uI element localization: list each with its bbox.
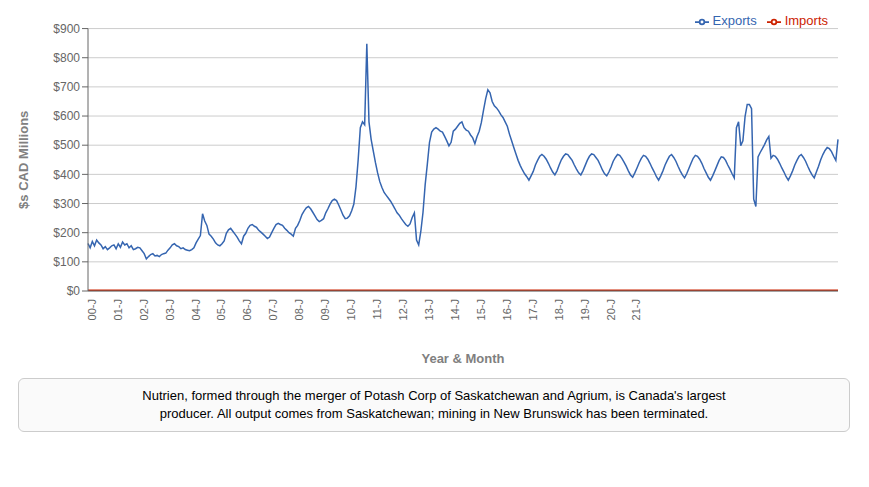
svg-text:10-J: 10-J [345, 299, 357, 320]
html-text:Nutrien, formed through the me: Nutrien, formed through the merger of Po… [142, 388, 726, 421]
svg-text:12-J: 12-J [397, 299, 409, 320]
svg-text:09-J: 09-J [319, 299, 331, 320]
svg-text:15-J: 15-J [475, 299, 487, 320]
svg-text:02-J: 02-J [138, 299, 150, 320]
svg-text:19-J: 19-J [579, 299, 591, 320]
svg-text:13-J: 13-J [423, 299, 435, 320]
svg-text:16-J: 16-J [501, 299, 513, 320]
svg-text:Year & Month: Year & Month [421, 351, 504, 366]
svg-text:$200: $200 [53, 226, 80, 240]
html-text:Imports: Imports [784, 13, 828, 28]
svg-text:07-J: 07-J [267, 299, 279, 320]
svg-text:$s CAD Millions: $s CAD Millions [16, 111, 31, 209]
svg-text:05-J: 05-J [215, 299, 227, 320]
svg-text:21-J: 21-J [630, 299, 642, 320]
html-text:Exports: Exports [712, 13, 757, 28]
svg-text:$600: $600 [53, 109, 80, 123]
svg-text:$900: $900 [53, 22, 80, 36]
svg-text:08-J: 08-J [293, 299, 305, 320]
svg-text:20-J: 20-J [605, 299, 617, 320]
svg-text:03-J: 03-J [164, 299, 176, 320]
svg-text:$300: $300 [53, 197, 80, 211]
svg-text:$100: $100 [53, 255, 80, 269]
svg-text:01-J: 01-J [112, 299, 124, 320]
svg-text:$700: $700 [53, 80, 80, 94]
svg-text:14-J: 14-J [449, 299, 461, 320]
svg-text:$500: $500 [53, 138, 80, 152]
svg-text:$800: $800 [53, 51, 80, 65]
svg-text:$400: $400 [53, 168, 80, 182]
svg-text:$0: $0 [67, 284, 81, 298]
svg-text:00-J: 00-J [86, 299, 98, 320]
svg-text:18-J: 18-J [553, 299, 565, 320]
svg-text:17-J: 17-J [527, 299, 539, 320]
svg-text:11-J: 11-J [371, 299, 383, 320]
svg-text:06-J: 06-J [241, 299, 253, 320]
svg-text:04-J: 04-J [190, 299, 202, 320]
